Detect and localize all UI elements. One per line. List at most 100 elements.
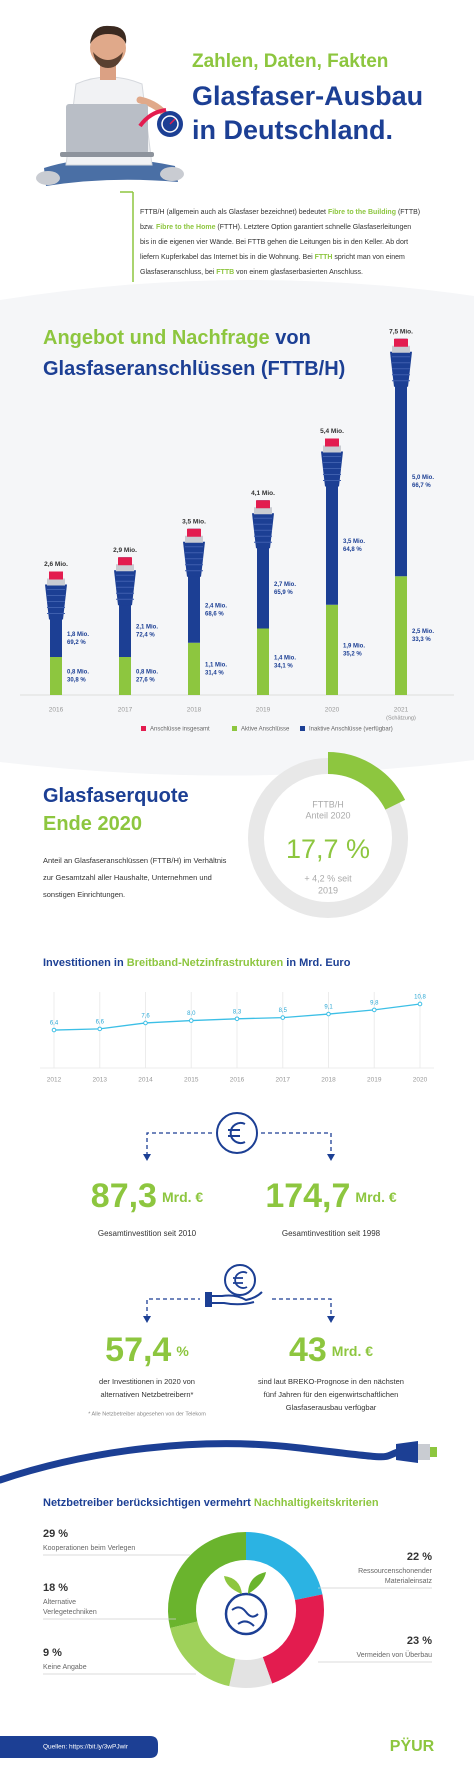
gauge-change: 2019 xyxy=(318,885,338,895)
x-tick-label: 2013 xyxy=(93,1077,108,1084)
section-title: Glasfaserquote xyxy=(43,785,189,807)
text-segment: FTTB/H (allgemein auch als Glasfaser bez… xyxy=(140,209,328,216)
title: in Deutschland. xyxy=(192,115,393,145)
head xyxy=(90,30,126,66)
inactive-label: 3,5 Mio. xyxy=(343,539,365,545)
hair xyxy=(90,25,127,44)
figure-caption: der Investitionen in 2020 von xyxy=(99,1377,195,1386)
active-share: 31,4 % xyxy=(205,670,224,676)
cable xyxy=(0,1440,402,1484)
shoe xyxy=(160,167,184,181)
background-band xyxy=(0,279,474,776)
figure-unit: Mrd. € xyxy=(332,1343,373,1359)
arrowheads xyxy=(143,1154,335,1161)
chart-title: Glasfaseranschlüssen (FTTB/H) xyxy=(43,358,345,380)
text-segment: Fibre to the Building xyxy=(328,209,396,216)
globe xyxy=(224,1592,268,1636)
intro-line: FTTB/H (allgemein auch als Glasfaser bez… xyxy=(140,209,420,216)
inactive-label: 5,0 Mio. xyxy=(412,475,434,481)
gauge-label: Anteil 2020 xyxy=(305,810,350,820)
donut-segment xyxy=(229,1656,273,1688)
text-segment: Breitband-Netzinfrastrukturen xyxy=(127,957,284,969)
x-tick-label: 2018 xyxy=(187,707,202,714)
big-figure: 87,3 Mrd. € xyxy=(91,1177,204,1215)
active-share: 33,3 % xyxy=(412,637,431,643)
legend-swatch xyxy=(300,726,305,731)
inactive-label: 1,8 Mio. xyxy=(67,632,89,638)
donut-segment xyxy=(168,1532,247,1629)
text-segment: Fibre to the Home xyxy=(156,224,216,231)
bar-total xyxy=(187,528,201,537)
figure-caption: Gesamtinvestition seit 2010 xyxy=(98,1229,197,1238)
intro-line: bzw. Fibre to the Home (FTTH). Letztere … xyxy=(140,224,411,231)
bar-total xyxy=(256,500,270,509)
section-text: sonstigen Einrichtungen. xyxy=(43,890,125,899)
x-tick-label: 2020 xyxy=(413,1077,428,1084)
bar-active xyxy=(326,604,338,695)
connector-head xyxy=(323,445,341,453)
section-text: Anteil an Glasfaseranschlüssen (FTTB/H) … xyxy=(43,856,227,865)
figure-value: 87,3 xyxy=(91,1177,157,1215)
laptop-base xyxy=(60,152,154,157)
section-text: zur Gesamtzahl aller Haushalte, Unterneh… xyxy=(43,873,212,882)
x-tick-label: 2016 xyxy=(230,1077,245,1084)
text-segment: Ende 2020 xyxy=(43,813,142,835)
point xyxy=(188,1018,194,1023)
inactive-label: 2,4 Mio. xyxy=(205,603,227,609)
figure-unit: Mrd. € xyxy=(162,1189,203,1205)
intro-line: liefern Kupferkabel das Internet bis in … xyxy=(140,254,405,261)
x-tick-label: 2019 xyxy=(256,707,271,714)
text-segment: FTTH xyxy=(315,254,333,261)
total-label: 7,5 Mio. xyxy=(389,328,413,335)
text-segment: in Mrd. Euro xyxy=(283,957,351,969)
bar-active xyxy=(257,628,269,695)
segment-value: 29 % xyxy=(43,1528,68,1540)
x-tick-label: 2012 xyxy=(47,1077,62,1084)
bar-total xyxy=(49,571,63,580)
text-segment: bis in die eigenen vier Wände. Bei FTTB … xyxy=(140,239,408,246)
active-label: 0,8 Mio. xyxy=(136,670,158,676)
connector-head xyxy=(47,578,65,586)
point-label: 9,8 xyxy=(370,1000,379,1006)
speed-swoosh xyxy=(138,108,167,128)
point-label: 10,8 xyxy=(414,995,426,1001)
speed-needle xyxy=(169,118,176,125)
beard xyxy=(93,52,123,68)
segment-value: 9 % xyxy=(43,1647,62,1659)
total-label: 2,9 Mio. xyxy=(113,547,137,554)
big-figure: 57,4% xyxy=(105,1331,189,1369)
segment-value: 23 % xyxy=(407,1635,432,1647)
figure-caption: fünf Jahren für den eigenwirtschaftliche… xyxy=(264,1390,399,1399)
bar-active xyxy=(188,642,200,695)
segment-label: Kooperationen beim Verlegen xyxy=(43,1545,135,1552)
active-share: 35,2 % xyxy=(343,651,362,657)
inactive-share: 66,7 % xyxy=(412,483,431,489)
point xyxy=(143,1020,148,1026)
bar-total xyxy=(118,557,132,566)
segment-value: 18 % xyxy=(43,1582,68,1594)
legend-swatch xyxy=(232,726,237,731)
x-tick-label: 2017 xyxy=(118,707,133,714)
chart-title: Angebot und Nachfrage von xyxy=(43,327,311,349)
title: Glasfaser-Ausbau xyxy=(192,81,423,111)
figure-caption: alternativen Netzbetreibern* xyxy=(101,1390,194,1399)
x-tick-label: 2018 xyxy=(321,1077,336,1084)
text-segment: bzw. xyxy=(140,224,156,231)
inactive-share: 69,2 % xyxy=(67,640,86,646)
point xyxy=(97,1026,103,1032)
figure-caption: Gesamtinvestition seit 1998 xyxy=(282,1229,381,1238)
inactive-share: 72,4 % xyxy=(136,633,155,639)
text-segment: FTTB xyxy=(216,269,234,276)
text-segment: Investitionen in xyxy=(43,957,127,969)
text-segment: (FTTH). Letztere Option garantiert schne… xyxy=(215,224,411,231)
speed-dial xyxy=(161,115,179,133)
euro-sign xyxy=(228,1122,246,1144)
point xyxy=(51,1027,57,1033)
gauge-label: FTTB/H xyxy=(312,799,344,809)
figure-value: 57,4 xyxy=(105,1331,171,1369)
point-label: 8,3 xyxy=(233,1009,242,1015)
x-tick-label: 2016 xyxy=(49,707,64,714)
segment-label: Vermeiden von Überbau xyxy=(357,1651,433,1659)
donut-segment xyxy=(262,1594,324,1684)
